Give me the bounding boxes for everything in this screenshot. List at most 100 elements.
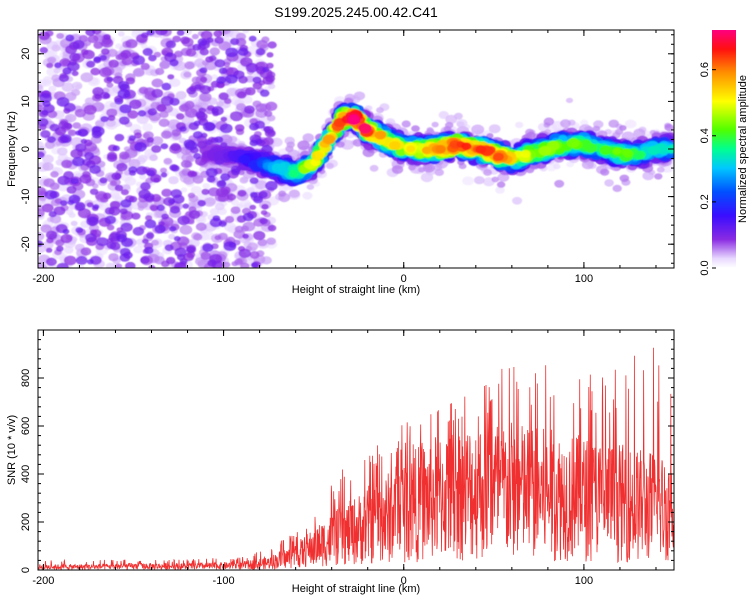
heatmap-cell <box>302 191 313 200</box>
heatmap-cell <box>40 224 52 233</box>
x-tick-label: 100 <box>575 575 593 587</box>
heatmap-cell <box>520 149 531 158</box>
snr-frame <box>37 329 675 571</box>
heatmap-cell <box>114 133 125 142</box>
heatmap-cell <box>376 107 384 114</box>
heatmap-cell <box>69 52 81 62</box>
heatmap-cell <box>106 82 114 88</box>
heatmap-cell <box>259 89 270 97</box>
heatmap-cell <box>155 30 168 36</box>
heatmap-cell <box>59 134 72 144</box>
heatmap-cell <box>137 200 149 209</box>
heatmap-cell <box>253 195 264 204</box>
heatmap-cell <box>79 174 92 184</box>
heatmap-cell <box>592 125 601 132</box>
heatmap-cell <box>234 258 244 266</box>
heatmap-cell <box>619 174 630 182</box>
heatmap-cell <box>72 156 85 167</box>
y-tick-label: 0 <box>20 567 32 573</box>
heatmap-cell <box>160 143 169 150</box>
heatmap-cell <box>127 110 139 119</box>
heatmap-cell <box>192 131 203 139</box>
heatmap-cell <box>125 39 138 49</box>
heatmap-cell <box>348 114 360 123</box>
heatmap-cell <box>62 67 72 75</box>
heatmap-cell <box>249 177 259 185</box>
heatmap-cell <box>219 123 233 134</box>
heatmap-cell <box>212 215 221 222</box>
heatmap-cell <box>164 244 174 252</box>
heatmap-cell <box>565 97 574 104</box>
heatmap-cell <box>175 113 185 120</box>
heatmap-cell <box>114 97 124 105</box>
heatmap-cell <box>144 219 157 229</box>
heatmap-cell <box>40 130 51 139</box>
heatmap-cell <box>353 91 366 101</box>
y-tick-label: 10 <box>20 95 32 107</box>
heatmap-cell <box>151 88 164 98</box>
heatmap-cell <box>248 35 257 42</box>
heatmap-cell <box>240 262 250 268</box>
heatmap-cell <box>205 139 213 146</box>
heatmap-cell <box>118 116 130 125</box>
heatmap-cell <box>117 88 131 99</box>
heatmap-cell <box>431 121 439 128</box>
heatmap-cell <box>600 168 610 176</box>
heatmap-cell <box>62 228 70 235</box>
heatmap-cell <box>261 144 273 154</box>
heatmap-cell <box>167 74 175 80</box>
heatmap-cell <box>93 56 102 63</box>
heatmap-cell <box>87 34 99 44</box>
heatmap-cell <box>145 215 153 221</box>
heatmap-cell <box>156 204 165 212</box>
heatmap-cell <box>92 204 100 210</box>
heatmap-cell <box>168 233 176 240</box>
heatmap-cell <box>421 146 431 154</box>
heatmap-cell <box>260 210 268 216</box>
heatmap-cell <box>105 262 116 268</box>
heatmap-cell <box>267 224 277 232</box>
heatmap-cell <box>264 110 273 117</box>
heatmap-cell <box>218 67 228 75</box>
heatmap-cell <box>47 56 57 64</box>
heatmap-cell <box>266 237 277 245</box>
heatmap-cell <box>108 59 120 68</box>
heatmap-cell <box>132 55 146 66</box>
heatmap-cell <box>53 206 66 216</box>
heatmap-cell <box>111 172 122 181</box>
heatmap-cell <box>172 35 182 43</box>
heatmap-cells <box>38 30 674 268</box>
heatmap-cell <box>168 176 179 185</box>
heatmap-cell <box>180 160 192 168</box>
heatmap-cell <box>86 202 94 208</box>
heatmap-cell <box>169 97 180 106</box>
heatmap-cell <box>401 120 411 128</box>
heatmap-cell <box>242 30 250 34</box>
y-tick-label: 400 <box>20 465 32 483</box>
heatmap-cell <box>75 130 82 136</box>
y-tick-label: 800 <box>20 369 32 387</box>
heatmap-cell <box>554 179 565 188</box>
heatmap-cell <box>195 222 207 231</box>
heatmap-cell <box>55 245 64 252</box>
heatmap-cell <box>170 164 180 172</box>
heatmap-cell <box>68 212 76 218</box>
heatmap-cell <box>406 145 416 153</box>
heatmap-cell <box>142 123 153 132</box>
heatmap-cell <box>70 177 79 185</box>
heatmap-cell <box>49 123 60 132</box>
heatmap-cell <box>147 108 158 116</box>
heatmap-cell <box>133 67 145 77</box>
heatmap-cell <box>224 215 235 224</box>
heatmap-cell <box>341 139 354 150</box>
heatmap-cell <box>253 230 266 241</box>
heatmap-cell <box>140 32 149 39</box>
x-tick-label: -100 <box>213 273 235 285</box>
heatmap-cell <box>496 181 506 188</box>
heatmap-cell <box>194 58 206 68</box>
heatmap-cell <box>267 41 277 49</box>
x-tick-label: 0 <box>401 575 407 587</box>
heatmap-cell <box>50 171 59 178</box>
